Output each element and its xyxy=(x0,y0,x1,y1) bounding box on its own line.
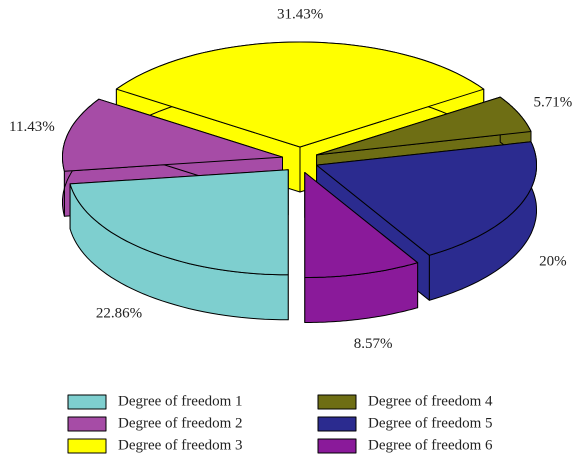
legend-label: Degree of freedom 1 xyxy=(118,393,243,409)
legend-swatch xyxy=(67,416,107,432)
data-label: 31.43% xyxy=(277,6,323,22)
legend-label: Degree of freedom 2 xyxy=(118,415,243,431)
data-label: 5.71% xyxy=(534,94,573,110)
slice xyxy=(115,41,485,148)
data-label: 8.57% xyxy=(354,336,393,352)
legend-label: Degree of freedom 5 xyxy=(368,415,493,431)
data-label: 11.43% xyxy=(9,119,55,135)
data-label: 20% xyxy=(539,253,567,269)
slice xyxy=(69,169,289,276)
legend-label: Degree of freedom 6 xyxy=(368,437,493,453)
data-label: 22.86% xyxy=(96,306,142,322)
slice xyxy=(304,172,419,278)
legend-swatch xyxy=(317,416,357,432)
slice xyxy=(316,96,532,156)
legend-label: Degree of freedom 4 xyxy=(368,393,493,409)
legend-swatch xyxy=(67,394,107,410)
legend-swatch xyxy=(67,438,107,454)
legend-swatch xyxy=(317,438,357,454)
legend-swatch xyxy=(317,394,357,410)
legend-label: Degree of freedom 3 xyxy=(118,437,243,453)
slice xyxy=(316,141,537,256)
slice xyxy=(62,98,283,172)
